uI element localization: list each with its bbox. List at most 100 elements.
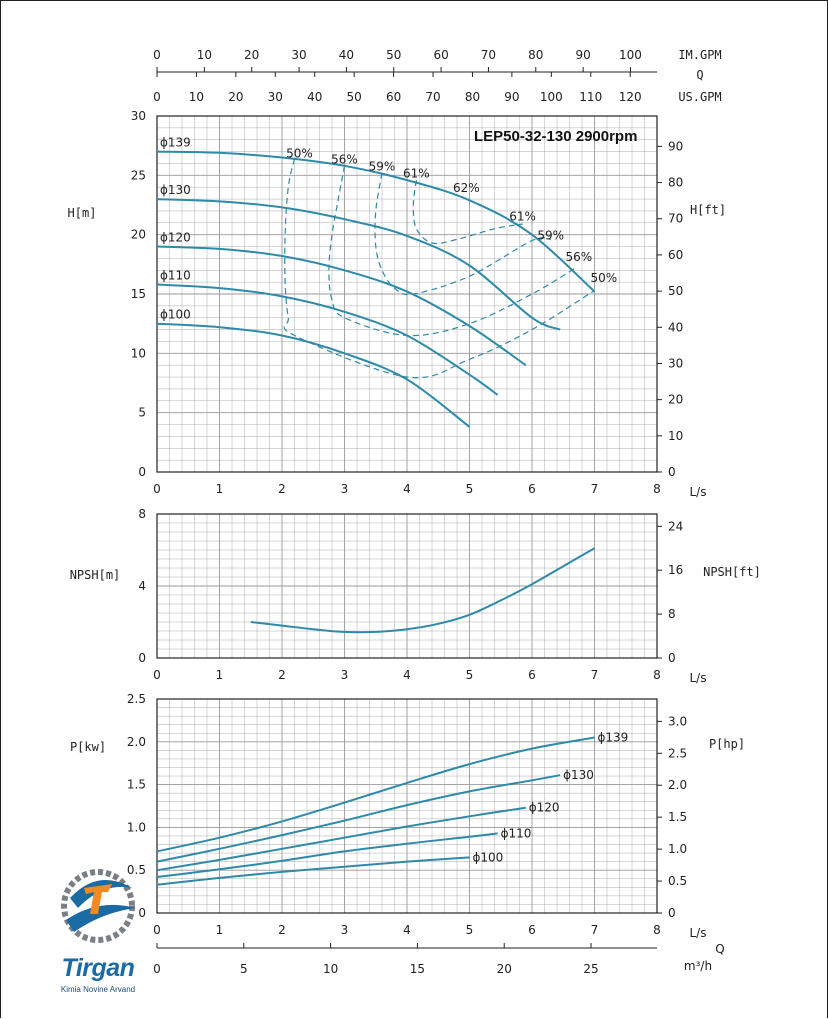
- top-tick-label: 40: [339, 48, 354, 62]
- y-axis-label: P[kw]: [70, 740, 106, 754]
- logo-subtitle: Kimia Novine Arvand: [60, 985, 136, 994]
- y-right-tick-label: 1.5: [668, 810, 687, 824]
- top-tick-label: 50: [386, 48, 401, 62]
- grid: [156, 698, 658, 914]
- y-tick-label: 0: [138, 906, 146, 920]
- x-tick-label: 0: [153, 482, 161, 496]
- letter-t-icon: [84, 884, 112, 914]
- power-chart: 0 1 2 3 4 5 6 7 8 L/s 0 0.5 1.0 1.5 2.0 2.5 0 0.5 1.0 1.5 2.…: [70, 692, 745, 976]
- efficiency-label: 61%: [403, 167, 430, 181]
- top-tick-label: 60: [386, 90, 401, 104]
- x-tick-label: 7: [591, 923, 599, 937]
- y-tick-label: 0: [138, 651, 146, 665]
- y-right-tick-label: 16: [668, 563, 683, 577]
- y-tick-label: 1.0: [127, 820, 146, 834]
- top-tick-label: 120: [619, 90, 642, 104]
- y-tick-label: 2.5: [127, 692, 146, 706]
- x-tick-label: 3: [341, 668, 349, 682]
- y-tick-label: 0: [138, 465, 146, 479]
- y-tick-label: 20: [131, 228, 146, 242]
- y-right-tick-label: 0: [668, 465, 676, 479]
- series-line: [156, 245, 527, 367]
- tirgan-logo-mark: [61, 869, 136, 943]
- x-tick-label: 2: [278, 482, 286, 496]
- y-right-axis-label: NPSH[ft]: [703, 565, 761, 579]
- tirgan-logo: [48, 858, 148, 998]
- series-line: [250, 547, 595, 634]
- x-tick-label: 1: [216, 482, 224, 496]
- chart-title: LEP50-32-130 2900rpm: [474, 128, 637, 145]
- bottom-axis-label: m³/h: [684, 959, 712, 973]
- x-tick-label: 4: [403, 482, 411, 496]
- y-right-tick-label: 40: [668, 320, 683, 334]
- top-tick-label: 80: [528, 48, 543, 62]
- top-tick-label: 100: [619, 48, 642, 62]
- series-label: ϕ110: [501, 826, 532, 840]
- series-line: [156, 283, 499, 396]
- x-tick-label: 4: [403, 923, 411, 937]
- top-tick-label: 0: [153, 90, 161, 104]
- bottom-tick-label: 0: [153, 962, 161, 976]
- x-tick-label: 6: [528, 482, 536, 496]
- top-tick-label: 20: [244, 48, 259, 62]
- top-tick-label: 30: [268, 90, 283, 104]
- y-right-tick-label: 0: [668, 906, 676, 920]
- top-tick-label: 10: [197, 48, 212, 62]
- x-tick-label: 2: [278, 668, 286, 682]
- top-tick-label: 90: [575, 48, 590, 62]
- series-label: ϕ110: [160, 269, 191, 283]
- series-label: ϕ120: [160, 231, 191, 245]
- series-label: ϕ100: [473, 850, 504, 864]
- y-tick-label: 8: [138, 507, 146, 521]
- top-tick-label: 80: [465, 90, 480, 104]
- y-axis-label: NPSH[m]: [70, 568, 121, 582]
- swoosh-bottom-icon: [66, 904, 136, 932]
- x-tick-label: 3: [341, 923, 349, 937]
- y-right-tick-label: 80: [668, 176, 683, 190]
- bottom-tick-label: 5: [240, 962, 248, 976]
- y-tick-label: 25: [131, 168, 146, 182]
- y-right-axis-label: P[hp]: [709, 737, 745, 751]
- x-axis-label: L/s: [690, 671, 707, 685]
- series-line: [156, 774, 561, 863]
- y-right-tick-label: 60: [668, 248, 683, 262]
- series-line: [156, 856, 470, 886]
- top-axis-label: US.GPM: [678, 90, 721, 104]
- top-tick-label: 70: [425, 90, 440, 104]
- top-tick-label: 70: [481, 48, 496, 62]
- y-tick-label: 30: [131, 109, 146, 123]
- efficiency-label: 62%: [453, 181, 480, 195]
- y-right-tick-label: 90: [668, 139, 683, 153]
- y-tick-label: 5: [138, 406, 146, 420]
- efficiency-label: 56%: [331, 152, 358, 166]
- x-tick-label: 1: [216, 923, 224, 937]
- logo-name: Tirgan: [61, 954, 135, 982]
- y-right-tick-label: 30: [668, 356, 683, 370]
- y-right-tick-label: 20: [668, 393, 683, 407]
- top-tick-label: 60: [433, 48, 448, 62]
- efficiency-curve: [328, 165, 577, 337]
- x-tick-label: 4: [403, 668, 411, 682]
- bottom-tick-label: 25: [583, 962, 598, 976]
- plot-frame: [156, 513, 658, 659]
- bottom-axis-sublabel: Q: [715, 942, 724, 956]
- x-tick-label: 1: [216, 668, 224, 682]
- series-line: [156, 150, 596, 293]
- x-tick-label: 7: [591, 668, 599, 682]
- y-right-tick-label: 10: [668, 429, 683, 443]
- y-tick-label: 0.5: [127, 863, 146, 877]
- y-right-tick-label: 8: [668, 607, 676, 621]
- y-tick-label: 10: [131, 346, 146, 360]
- top-tick-label: 10: [189, 90, 204, 104]
- y-right-tick-label: 70: [668, 212, 683, 226]
- series-line: [156, 806, 526, 872]
- y-right-axis-label: H[ft]: [690, 203, 726, 217]
- top-tick-label: 110: [579, 90, 602, 104]
- efficiency-curve: [283, 158, 595, 379]
- x-tick-label: 0: [153, 668, 161, 682]
- x-tick-label: 5: [466, 482, 474, 496]
- y-right-tick-label: 2.0: [668, 778, 687, 792]
- top-axis-label: Q: [696, 68, 703, 82]
- y-right-tick-label: 2.5: [668, 746, 687, 760]
- efficiency-label: 59%: [369, 160, 396, 174]
